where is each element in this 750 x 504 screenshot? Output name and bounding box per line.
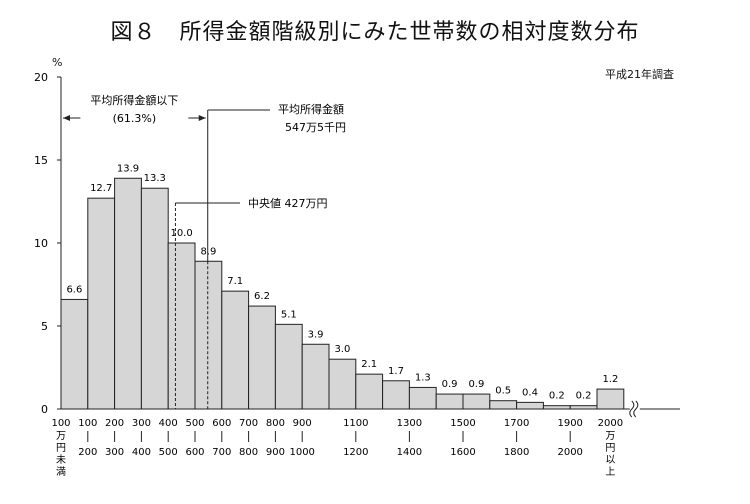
x-category-label-bottom: 1000: [289, 447, 314, 458]
x-category-label-top: 300: [132, 418, 151, 429]
y-tick-label: 5: [41, 320, 48, 333]
bar-value-label: 0.2: [576, 391, 592, 402]
histogram-bar: [596, 388, 625, 410]
x-category-label-top: 400: [159, 418, 178, 429]
bar-value-label: 7.1: [227, 276, 243, 287]
bar-value-label: 13.9: [117, 163, 139, 174]
y-tick-label: 0: [41, 403, 48, 416]
x-category-label-top: 100: [78, 418, 97, 429]
x-category-label-top: 1100: [343, 418, 368, 429]
x-category-label-top: 600: [212, 418, 231, 429]
axis-break-mark: [633, 400, 639, 418]
bar-value-label: 3.0: [334, 344, 350, 355]
x-category-label-bottom: 400: [132, 447, 151, 458]
bar-value-label: 3.9: [308, 329, 324, 340]
histogram-bar: [87, 197, 116, 410]
histogram-bar: [489, 400, 518, 410]
bar-value-label: 13.3: [144, 173, 166, 184]
bar-value-label: 5.1: [281, 309, 297, 320]
below-mean-arrowhead-left: [63, 115, 70, 121]
bar-value-label: 0.4: [522, 387, 538, 398]
bar-value-label: 0.2: [549, 391, 565, 402]
median-label: 中央値 427万円: [248, 197, 328, 210]
x-category-label-bottom: 600: [185, 447, 204, 458]
x-category-label-top: 1900: [557, 418, 582, 429]
x-category-label-bottom: 300: [105, 447, 124, 458]
histogram-bar: [114, 177, 142, 410]
x-category-label-bottom: 700: [212, 447, 231, 458]
x-category-label-bottom: 500: [159, 447, 178, 458]
histogram-bar: [435, 393, 464, 410]
histogram-bar: [248, 305, 276, 410]
axis-break-mark: [629, 400, 635, 418]
x-category-label-top: 1700: [504, 418, 529, 429]
histogram-bar: [355, 373, 384, 410]
x-category-label-top: 1300: [397, 418, 422, 429]
bar-value-label: 6.2: [254, 291, 270, 302]
x-category-label-top: 200: [105, 418, 124, 429]
histogram-bar: [382, 380, 410, 410]
x-category-label-bottom: 1600: [450, 447, 475, 458]
x-category-label-bottom: 1800: [504, 447, 529, 458]
bar-value-label: 1.3: [415, 372, 431, 383]
histogram-bar: [60, 298, 89, 410]
bar-value-label: 6.6: [66, 284, 82, 295]
y-tick-label: 20: [34, 71, 48, 84]
below-mean-label: 平均所得金額以下: [90, 93, 178, 107]
histogram-bar: [274, 323, 303, 410]
x-category-label-top: 500: [185, 418, 204, 429]
below-mean-arrowhead-right: [198, 115, 206, 121]
bar-value-label: 10.0: [170, 228, 192, 239]
x-category-label-bottom: 万円以上: [605, 431, 615, 478]
x-category-label-bottom: 2000: [557, 447, 582, 458]
x-category-label-top: 700: [239, 418, 258, 429]
mean-value-label: 547万5千円: [285, 121, 346, 134]
survey-note: 平成21年調査: [605, 68, 674, 81]
x-category-label-top: 2000: [598, 418, 623, 429]
x-category-label-bottom: 万円未満: [56, 431, 66, 478]
bar-value-label: 0.5: [495, 386, 511, 397]
histogram-bar: [167, 242, 196, 410]
bar-value-label: 0.9: [442, 379, 458, 390]
x-category-label-top: 1500: [450, 418, 475, 429]
bar-value-label: 1.2: [602, 374, 618, 385]
y-axis-unit: %: [52, 56, 63, 69]
y-tick-label: 10: [34, 237, 48, 250]
bar-value-label: 2.1: [361, 359, 377, 370]
x-category-label-top: 100: [51, 418, 70, 429]
x-category-label-top: 800: [266, 418, 285, 429]
bar-value-label: 8.9: [200, 246, 216, 257]
bar-value-label: 12.7: [90, 183, 112, 194]
y-tick-label: 15: [34, 154, 48, 167]
histogram-bar: [194, 260, 223, 410]
bar-value-label: 1.7: [388, 366, 404, 377]
x-category-label-bottom: 200: [78, 447, 97, 458]
x-category-label-top: 900: [293, 418, 312, 429]
x-category-label-bottom: 800: [239, 447, 258, 458]
x-category-label-bottom: 900: [266, 447, 285, 458]
histogram-bar: [221, 290, 250, 410]
bar-value-label: 0.9: [468, 379, 484, 390]
histogram-bar: [328, 358, 357, 410]
histogram-bar: [408, 386, 437, 410]
histogram-bar: [516, 401, 544, 410]
x-category-label-bottom: 1400: [397, 447, 422, 458]
histogram-bar: [301, 343, 330, 410]
below-mean-share-label: (61.3%): [113, 112, 157, 125]
chart-title: 図８ 所得金額階級別にみた世帯数の相対度数分布: [110, 20, 640, 45]
below-mean-label-bg: [80, 92, 189, 126]
x-category-label-bottom: 1200: [343, 447, 368, 458]
mean-label: 平均所得金額: [278, 102, 344, 116]
histogram-bar: [140, 187, 169, 410]
histogram-bar: [462, 393, 491, 410]
